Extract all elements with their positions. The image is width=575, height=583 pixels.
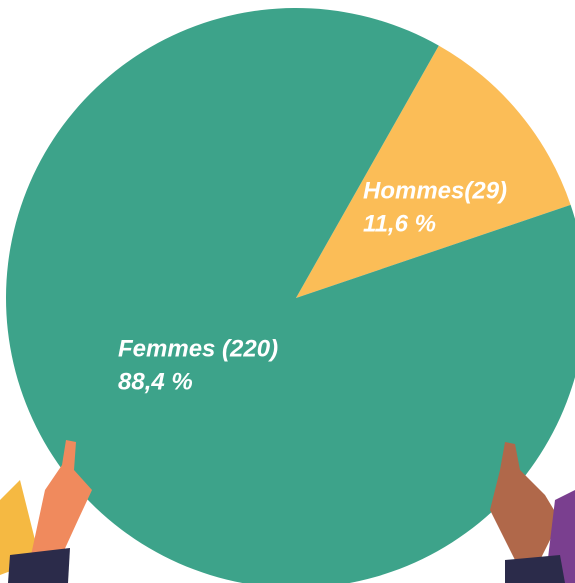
value-label: 88,4 % <box>118 368 193 395</box>
slice-label: Hommes(29) <box>363 177 507 204</box>
chart: Hommes(29) 11,6 % Femmes (220) 88,4 % <box>0 0 575 583</box>
pie <box>6 8 575 583</box>
value-label: 11,6 % <box>363 210 436 237</box>
slice-label: Femmes (220) <box>118 335 278 362</box>
